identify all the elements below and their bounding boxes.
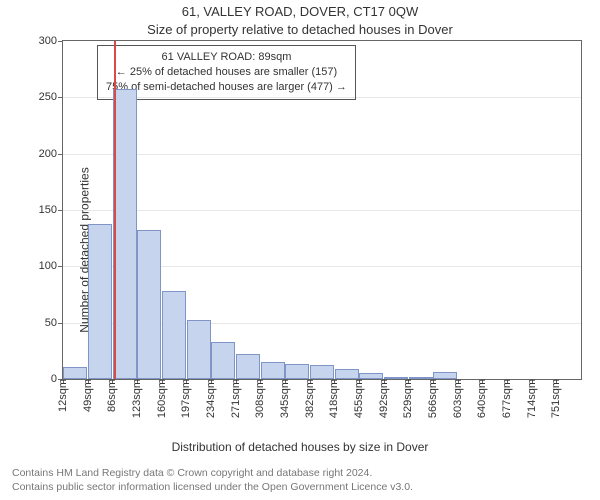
xtick-label: 49sqm (82, 379, 94, 412)
page-title: 61, VALLEY ROAD, DOVER, CT17 0QW (0, 4, 600, 19)
gridline (63, 97, 581, 98)
ytick-label: 150 (39, 204, 63, 216)
xtick-label: 566sqm (427, 379, 439, 418)
x-axis-label: Distribution of detached houses by size … (0, 440, 600, 454)
attribution: Contains HM Land Registry data © Crown c… (12, 466, 413, 494)
xtick-label: 640sqm (476, 379, 488, 418)
chart-container: 61, VALLEY ROAD, DOVER, CT17 0QW Size of… (0, 0, 600, 500)
histogram-bar (187, 320, 211, 379)
marker-line (114, 41, 116, 379)
xtick-label: 234sqm (205, 379, 217, 418)
xtick-label: 197sqm (180, 379, 192, 418)
histogram-bar (63, 367, 87, 379)
xtick-label: 677sqm (501, 379, 513, 418)
xtick-label: 455sqm (353, 379, 365, 418)
histogram-bar (88, 224, 112, 379)
ytick-label: 100 (39, 260, 63, 272)
histogram-bar (236, 354, 260, 379)
attribution-line-2: Contains public sector information licen… (12, 480, 413, 494)
ytick-label: 300 (39, 35, 63, 47)
histogram-bar (211, 342, 235, 379)
xtick-label: 714sqm (526, 379, 538, 418)
gridline (63, 154, 581, 155)
xtick-label: 86sqm (106, 379, 118, 412)
xtick-label: 345sqm (279, 379, 291, 418)
chart-subtitle: Size of property relative to detached ho… (0, 22, 600, 37)
callout-line-2: ← 25% of detached houses are smaller (15… (106, 65, 347, 80)
ytick-label: 250 (39, 91, 63, 103)
attribution-line-1: Contains HM Land Registry data © Crown c… (12, 466, 413, 480)
histogram-bar (261, 362, 285, 379)
histogram-bar (433, 372, 457, 379)
xtick-label: 160sqm (156, 379, 168, 418)
xtick-label: 529sqm (402, 379, 414, 418)
xtick-label: 492sqm (378, 379, 390, 418)
xtick-label: 271sqm (230, 379, 242, 418)
ytick-label: 50 (45, 317, 63, 329)
xtick-label: 308sqm (254, 379, 266, 418)
plot-area: 61 VALLEY ROAD: 89sqm ← 25% of detached … (62, 40, 582, 380)
xtick-label: 751sqm (550, 379, 562, 418)
histogram-bar (162, 291, 186, 379)
xtick-label: 12sqm (57, 379, 69, 412)
callout-line-1: 61 VALLEY ROAD: 89sqm (106, 50, 347, 65)
gridline (63, 210, 581, 211)
histogram-bar (335, 369, 359, 379)
histogram-bar (285, 364, 309, 379)
ytick-label: 200 (39, 148, 63, 160)
xtick-label: 603sqm (452, 379, 464, 418)
xtick-label: 382sqm (304, 379, 316, 418)
histogram-bar (137, 230, 161, 379)
xtick-label: 418sqm (328, 379, 340, 418)
callout-line-3: 75% of semi-detached houses are larger (… (106, 80, 347, 95)
histogram-bar (310, 365, 334, 379)
xtick-label: 123sqm (131, 379, 143, 418)
